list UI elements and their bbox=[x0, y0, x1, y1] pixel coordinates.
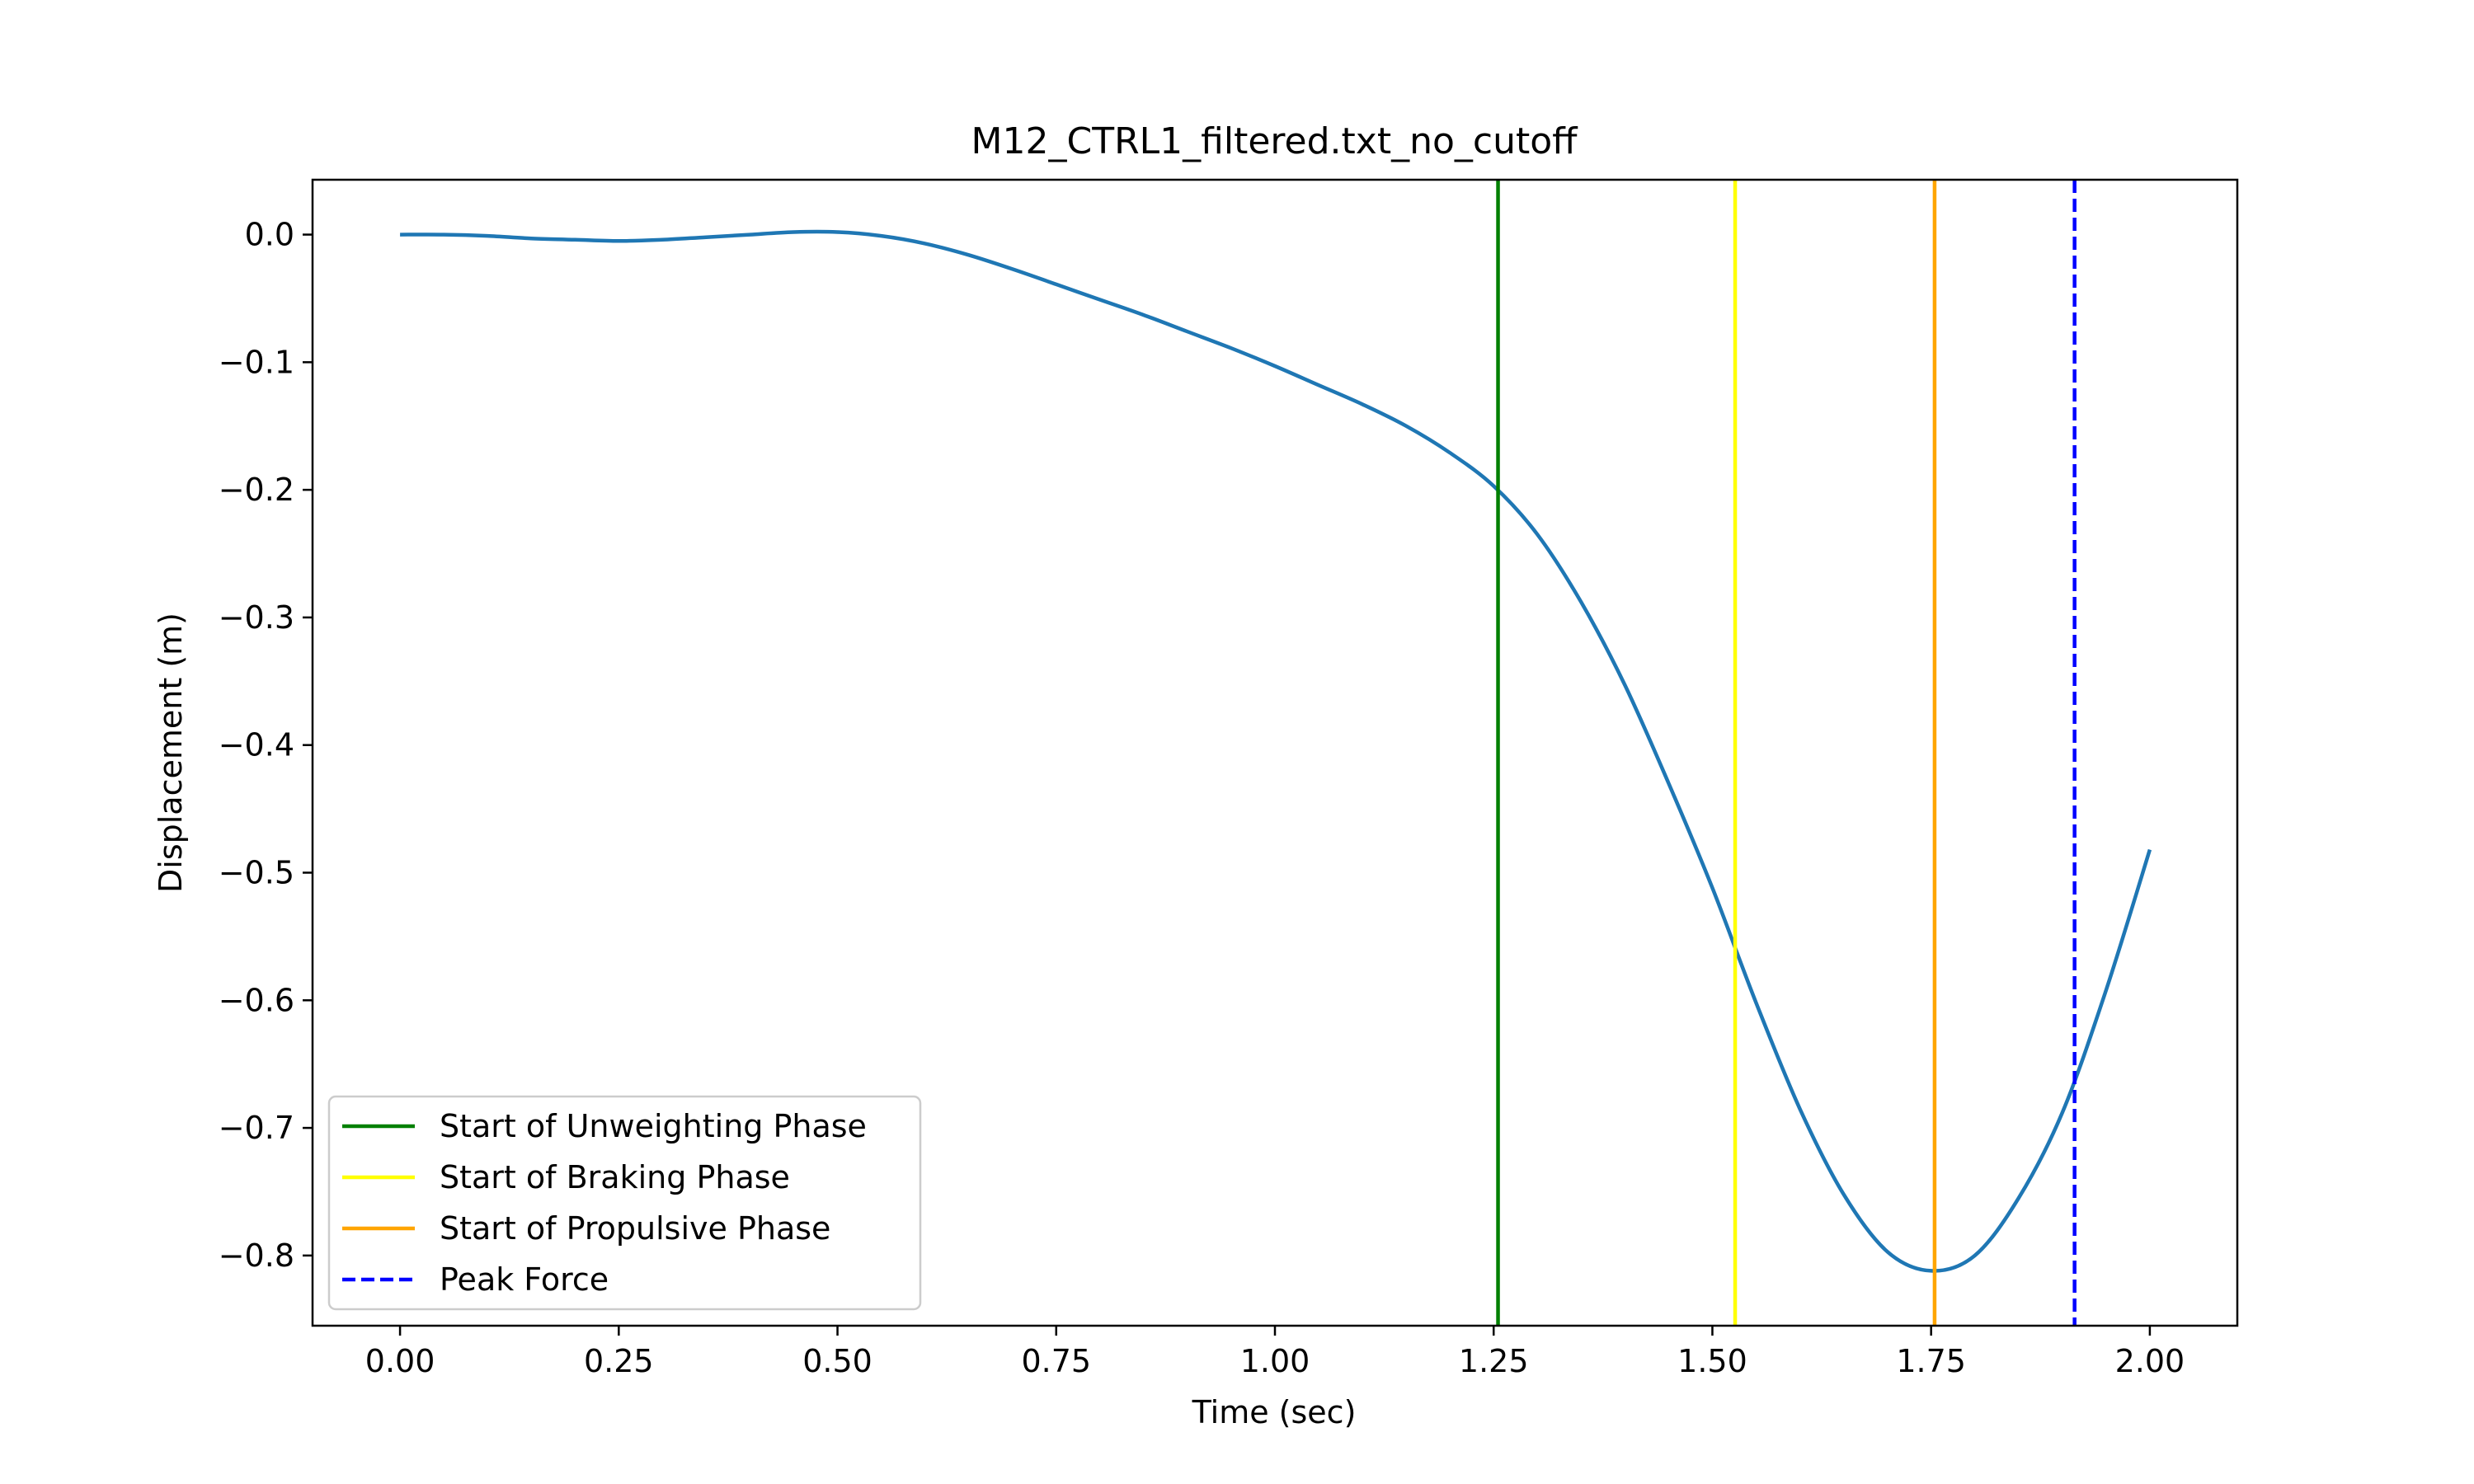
y-tick-label: 0.0 bbox=[245, 217, 294, 253]
x-tick-label: 0.00 bbox=[365, 1343, 435, 1379]
x-tick-label: 0.75 bbox=[1021, 1343, 1091, 1379]
chart-title: M12_CTRL1_filtered.txt_no_cutoff bbox=[971, 120, 1579, 162]
y-tick-label: −0.2 bbox=[219, 472, 294, 508]
y-tick-label: −0.8 bbox=[219, 1237, 294, 1274]
y-tick-label: −0.5 bbox=[219, 855, 294, 891]
legend-entry: Start of Braking Phase bbox=[440, 1159, 790, 1195]
x-tick-label: 0.50 bbox=[802, 1343, 872, 1379]
y-axis: 0.0 −0.1 −0.2 −0.3 −0.4 −0.5 −0.6 −0.7 −0.8 bbox=[219, 217, 313, 1274]
legend-entry: Start of Unweighting Phase bbox=[440, 1108, 867, 1144]
x-tick-label: 1.75 bbox=[1896, 1343, 1966, 1379]
x-tick-label: 1.50 bbox=[1677, 1343, 1747, 1379]
x-tick-label: 1.25 bbox=[1459, 1343, 1529, 1379]
x-axis-label: Time (sec) bbox=[1192, 1394, 1357, 1430]
x-axis: 0.00 0.25 0.50 0.75 1.00 1.25 1.50 1.75 2.00 bbox=[365, 1326, 2185, 1379]
y-tick-label: −0.6 bbox=[219, 982, 294, 1018]
x-tick-label: 1.00 bbox=[1240, 1343, 1310, 1379]
y-tick-label: −0.7 bbox=[219, 1110, 294, 1146]
y-tick-label: −0.3 bbox=[219, 599, 294, 636]
legend-box bbox=[327, 1095, 922, 1311]
legend-entry: Start of Propulsive Phase bbox=[440, 1210, 830, 1247]
legend: Start of Unweighting Phase Start of Braki… bbox=[327, 1095, 922, 1311]
y-axis-label: Displacement (m) bbox=[153, 613, 189, 893]
x-tick-label: 2.00 bbox=[2115, 1343, 2185, 1379]
y-tick-label: −0.1 bbox=[219, 344, 294, 380]
y-tick-label: −0.4 bbox=[219, 727, 294, 763]
series-line bbox=[400, 229, 2152, 1273]
x-tick-label: 0.25 bbox=[584, 1343, 654, 1379]
legend-entry: Peak Force bbox=[440, 1261, 609, 1298]
